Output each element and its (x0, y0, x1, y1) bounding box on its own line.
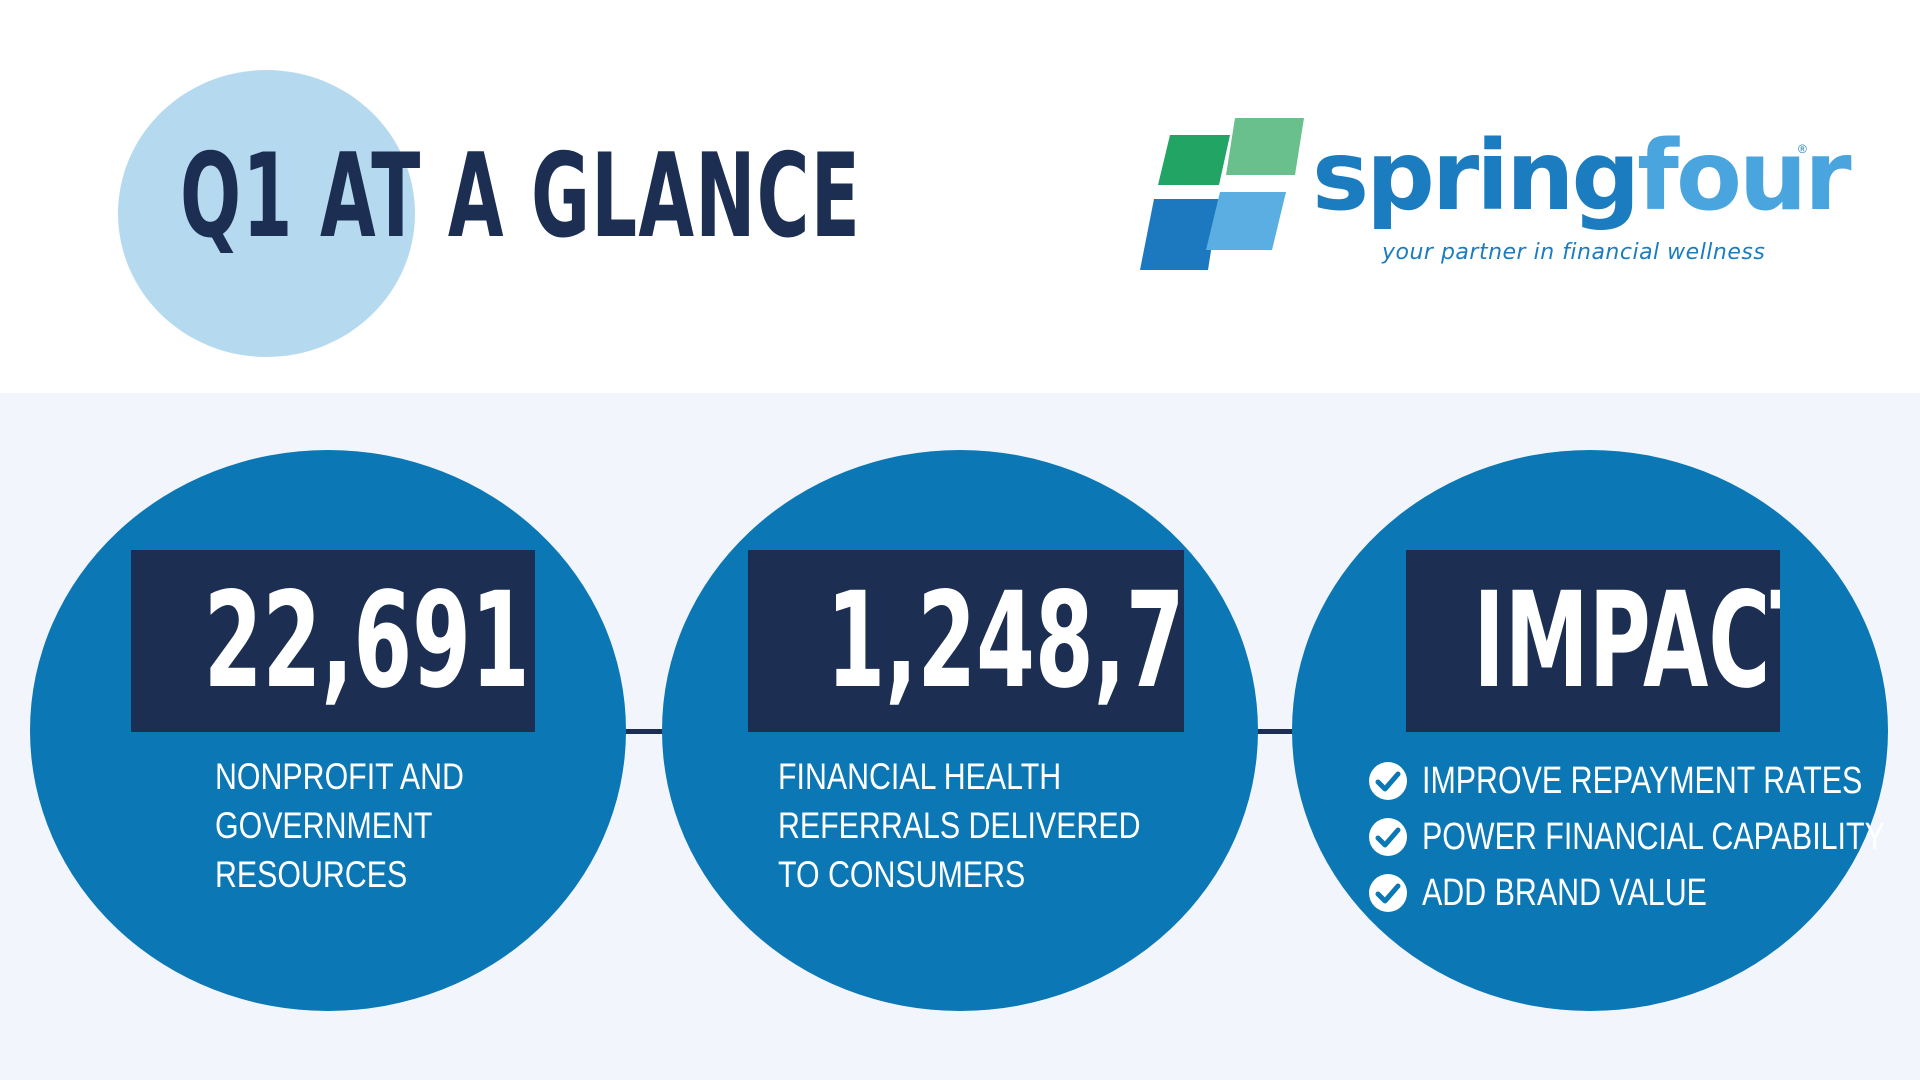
stat-value-box-resources: 22,691 (131, 550, 535, 732)
title-decoration-circle (118, 70, 415, 357)
stat-description-resources: NONPROFIT AND GOVERNMENT RESOURCES (215, 752, 464, 899)
connector-line-1 (620, 729, 670, 734)
impact-checklist: IMPROVE REPAYMENT RATES POWER FINANCIAL … (1368, 756, 1888, 924)
impact-checklist-label: ADD BRAND VALUE (1422, 872, 1707, 914)
stat-value-referrals: 1,248,781 (826, 564, 1184, 718)
stat-description-line: RESOURCES (215, 854, 408, 895)
check-circle-icon (1369, 874, 1407, 912)
impact-checklist-item: ADD BRAND VALUE (1368, 868, 1888, 924)
impact-checklist-item: IMPROVE REPAYMENT RATES (1368, 756, 1888, 812)
springfour-logo-icon (1140, 118, 1304, 270)
check-circle-icon (1369, 818, 1407, 856)
stat-value-box-referrals: 1,248,781 (748, 550, 1184, 732)
stat-description-referrals: FINANCIAL HEALTH REFERRALS DELIVERED TO … (778, 752, 1141, 899)
springfour-logo: springfour ® your partner in financial w… (1140, 112, 1852, 282)
connector-line-2 (1256, 729, 1296, 734)
impact-checklist-label: IMPROVE REPAYMENT RATES (1422, 760, 1863, 802)
logo-tagline: your partner in financial wellness (1382, 240, 1766, 265)
stat-description-line: REFERRALS DELIVERED (778, 805, 1141, 846)
header: Q1 AT A GLANCE springfour ® your partner… (0, 0, 1920, 393)
stat-description-line: FINANCIAL HEALTH (778, 756, 1062, 797)
stat-description-line: GOVERNMENT (215, 805, 433, 846)
impact-checklist-item: POWER FINANCIAL CAPABILITY (1368, 812, 1888, 868)
stat-value-resources: 22,691 (203, 564, 530, 718)
registered-mark: ® (1798, 142, 1807, 156)
stat-description-line: NONPROFIT AND (215, 756, 464, 797)
stat-value-box-impact: IMPACT (1406, 550, 1780, 732)
wordmark-spring: spring (1312, 120, 1640, 232)
springfour-wordmark: springfour (1312, 116, 1852, 236)
wordmark-four: four (1637, 120, 1851, 232)
impact-checklist-label: POWER FINANCIAL CAPABILITY (1422, 816, 1885, 858)
stat-value-impact: IMPACT (1473, 564, 1780, 718)
page-title: Q1 AT A GLANCE (180, 129, 862, 264)
check-circle-icon (1369, 762, 1407, 800)
stat-description-line: TO CONSUMERS (778, 854, 1026, 895)
